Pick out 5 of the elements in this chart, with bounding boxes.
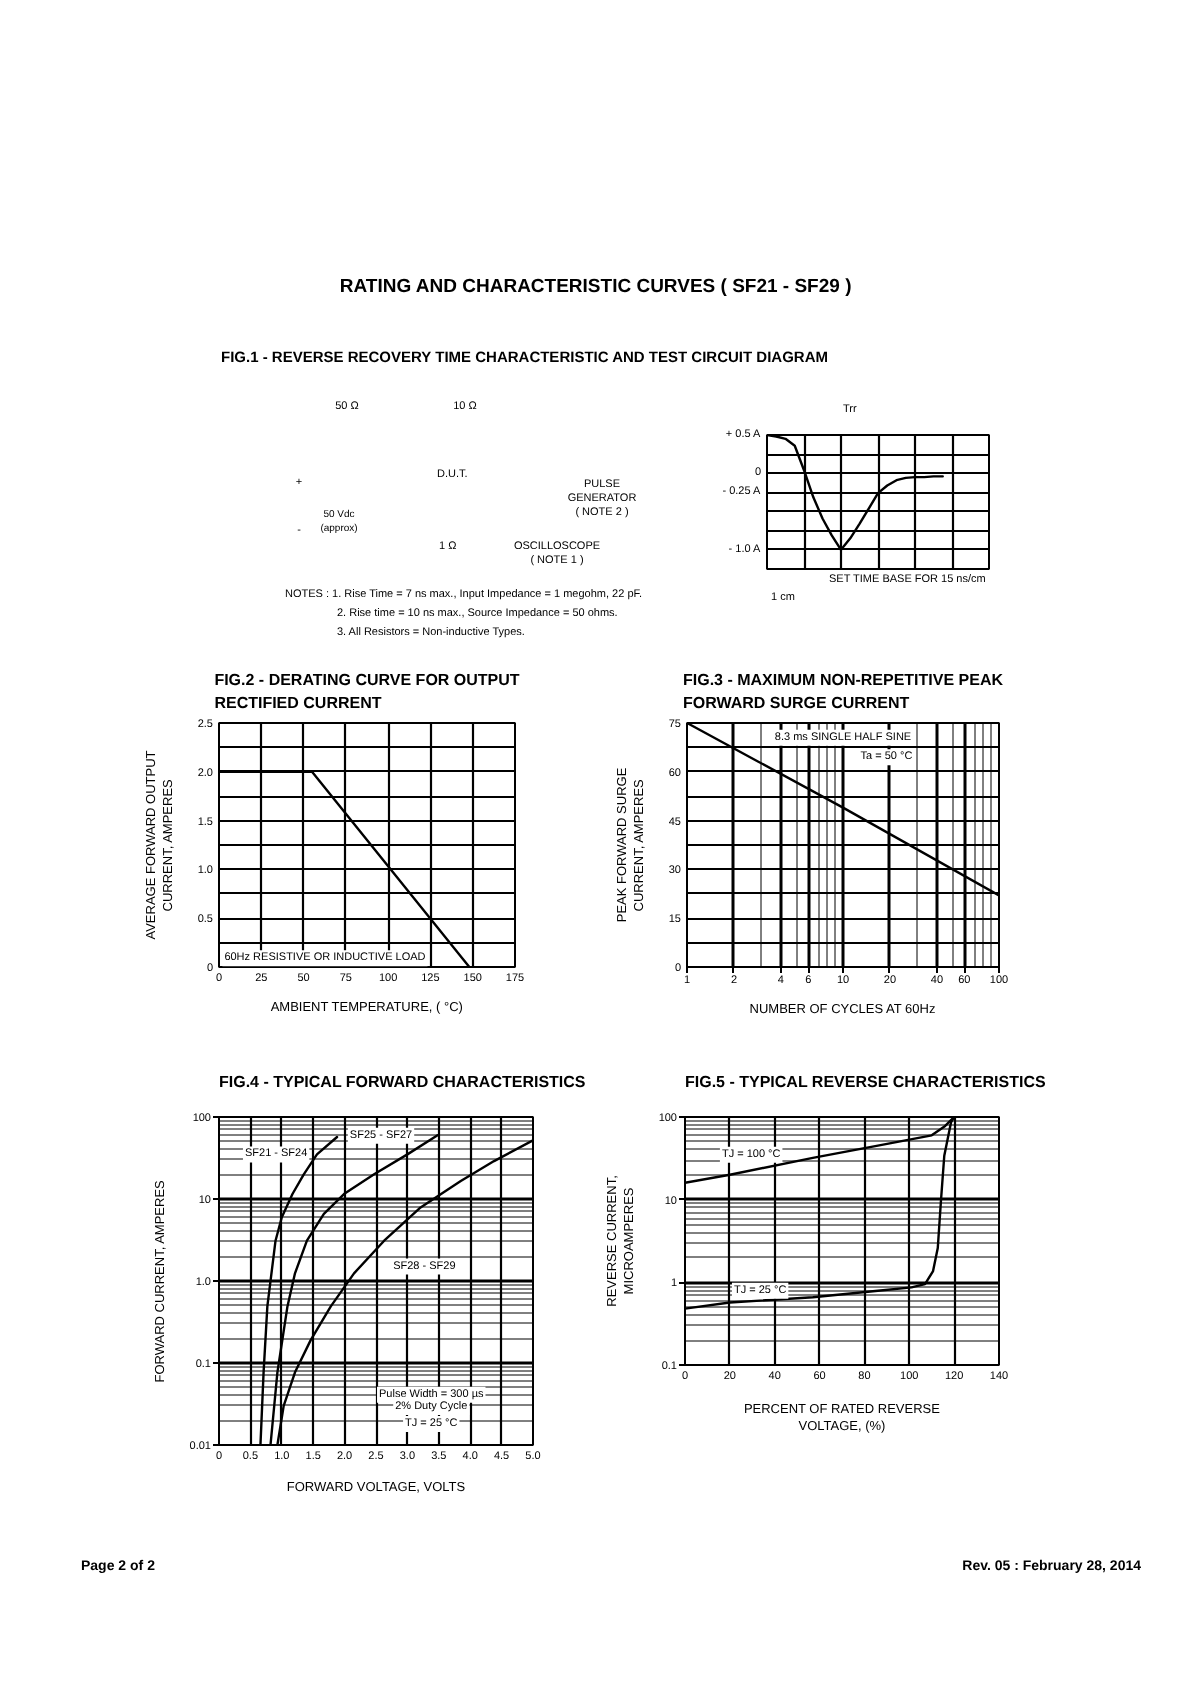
chart-title: FIG.3 - MAXIMUM NON-REPETITIVE PEAK FORWARD SURGE CURRENT (682, 671, 1004, 713)
chart-title: FIG.2 - DERATING CURVE FOR OUTPUT RECTIFIED CURRENT (214, 671, 520, 713)
text: RATING AND CHARACTERISTIC CURVES ( SF21 - SF29 ) (339, 276, 852, 298)
chart-title: FIG.5 - TYPICAL REVERSE CHARACTERISTICS (685, 1073, 1047, 1091)
chart-title: FIG.4 - TYPICAL FORWARD CHARACTERISTICS (219, 1073, 587, 1091)
